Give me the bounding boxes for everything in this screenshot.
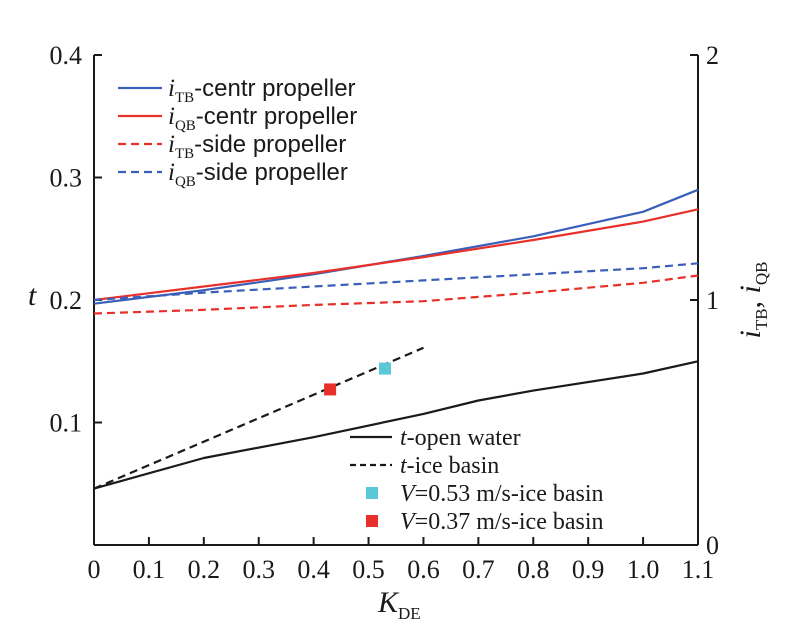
legend-var: i [168, 131, 175, 158]
right-y-tick-label: 0 [706, 531, 719, 560]
legend-sub: TB [175, 90, 194, 106]
legend-var: i [168, 75, 175, 102]
legend-var: t [400, 425, 408, 451]
data-point-0 [379, 362, 392, 375]
legend-sub: TB [175, 146, 194, 162]
right-y-axis-ticks: 0 1 2 [690, 41, 719, 560]
x-axis-title-sub: DE [398, 604, 421, 623]
legend-rest: -open water [407, 425, 521, 451]
series-line-2 [93, 274, 699, 315]
right-y-axis-title-part: i [734, 285, 767, 293]
legend-rest: -centr propeller [196, 103, 357, 130]
left-y-tick-label: 0.4 [50, 41, 83, 70]
legend-rest: -side propeller [196, 159, 348, 186]
x-tick-label: 0.8 [517, 555, 550, 584]
legend-bottom-label: V=0.37 m/s-ice basin [400, 509, 604, 535]
legend-top-label: iQB-side propeller [168, 159, 348, 190]
x-tick-label: 0 [88, 555, 101, 584]
left-y-tick-label: 0.1 [50, 409, 83, 438]
x-tick-label: 1.0 [627, 555, 660, 584]
legend-bottom-marker [366, 515, 378, 527]
x-axis-ticks: 0 0.1 0.2 0.3 0.4 0.5 0.6 0.7 0.8 0.9 1.0 1.1 [88, 537, 715, 584]
x-axis-title-main: K [377, 586, 400, 619]
series-line-3 [93, 262, 699, 302]
x-axis-title: KDE [377, 586, 421, 623]
legend-sub: QB [175, 118, 196, 134]
legend-rest: -centr propeller [194, 75, 355, 102]
x-tick-label: 0.2 [188, 555, 221, 584]
legend-top-label: iTB-side propeller [168, 131, 346, 162]
legend-rest: =0.53 m/s-ice basin [415, 481, 604, 507]
legend-bottom-label: t-open water [400, 425, 521, 451]
legend-var: i [168, 103, 175, 130]
right-y-axis-title: iTB, iQB [734, 261, 771, 338]
left-y-axis-title: t [28, 279, 37, 312]
legend-bottom-label: t-ice basin [400, 453, 499, 479]
legend-sub: QB [175, 174, 196, 190]
x-tick-label: 0.1 [133, 555, 166, 584]
series-layer [93, 188, 699, 490]
x-tick-label: 1.1 [682, 555, 715, 584]
right-y-axis-title-part: , [734, 293, 767, 308]
legend-var: t [400, 453, 408, 479]
x-tick-label: 0.5 [352, 555, 385, 584]
legend-var: V [400, 481, 417, 507]
x-tick-label: 0.6 [407, 555, 440, 584]
right-y-tick-label: 1 [706, 286, 719, 315]
data-point-1 [324, 383, 337, 396]
right-y-tick-label: 2 [706, 41, 719, 70]
legend-rest: -ice basin [407, 453, 500, 479]
series-line-4 [93, 360, 699, 490]
series-line-0 [93, 188, 699, 305]
legend-var: V [400, 509, 417, 535]
right-y-axis-title-sub: QB [752, 261, 771, 285]
right-y-axis-title-part: i [734, 330, 767, 338]
x-tick-label: 0.7 [462, 555, 495, 584]
legend-var: i [168, 159, 175, 186]
right-y-axis-title-sub: TB [752, 308, 771, 330]
legend-rest: -side propeller [194, 131, 346, 158]
legend-top-label: iTB-centr propeller [168, 75, 356, 106]
series-line-5 [93, 346, 424, 490]
x-tick-label: 0.4 [297, 555, 330, 584]
x-tick-label: 0.9 [572, 555, 605, 584]
legend-top-label: iQB-centr propeller [168, 103, 357, 134]
left-y-tick-label: 0.2 [50, 286, 83, 315]
legend-bottom-label: V=0.53 m/s-ice basin [400, 481, 604, 507]
x-tick-label: 0.3 [242, 555, 275, 584]
legend-rest: =0.37 m/s-ice basin [415, 509, 604, 535]
left-y-tick-label: 0.3 [50, 164, 83, 193]
left-y-axis-ticks: 0.1 0.2 0.3 0.4 [50, 41, 102, 438]
legend-bottom-marker [366, 487, 378, 499]
series-line-1 [93, 208, 699, 302]
points-layer [324, 362, 392, 396]
